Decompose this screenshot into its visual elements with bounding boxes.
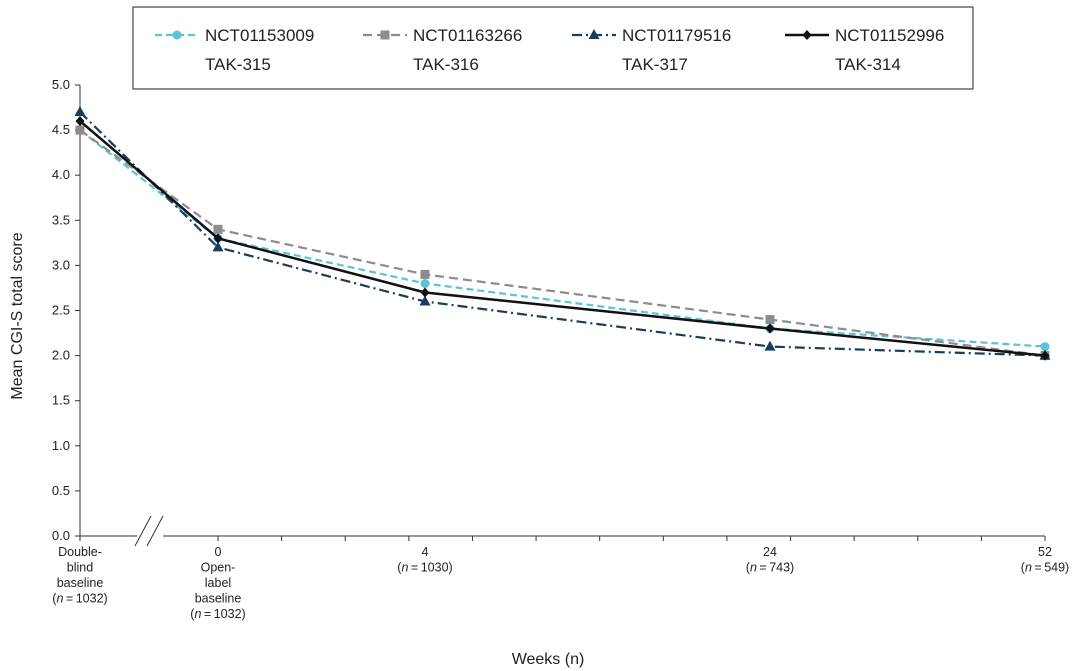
y-tick-label: 1.5	[52, 393, 70, 408]
legend-sublabel: TAK-315	[205, 55, 271, 74]
axis-break-slash	[146, 515, 164, 547]
y-axis-title: Mean CGI-S total score	[9, 232, 26, 399]
legend-point	[172, 30, 182, 40]
series-NCT01163266-point	[765, 315, 775, 325]
series-NCT01179516-point	[212, 241, 224, 252]
series-NCT01153009-point	[1040, 342, 1050, 352]
axes: 0.0 0.5 1.0 1.5 2.0 2.5 3.0 3.5 4.0 4.5 5.0 Double-…	[52, 77, 1069, 621]
y-tick-label: 2.0	[52, 348, 70, 363]
series-line-NCT01153009	[79, 129, 1046, 348]
legend-entry-NCT01179516: NCT01179516 TAK-317	[572, 26, 731, 74]
legend-point	[802, 30, 812, 40]
series-line-NCT01163266	[79, 129, 1046, 357]
legend-entry-NCT01152996: NCT01152996 TAK-314	[785, 26, 944, 74]
series-NCT01179516	[74, 106, 1051, 360]
x-category-label: 52 (n = 549)	[1021, 545, 1069, 575]
legend-point	[588, 29, 600, 39]
x-category-label: 0 Open-label baseline (n = 1032)	[190, 545, 245, 621]
series-NCT01152996-point	[75, 116, 85, 127]
series-NCT01153009-point	[420, 278, 430, 288]
y-tick-label: 0.5	[52, 483, 70, 498]
series-NCT01152996-point	[420, 287, 430, 298]
legend-entry-NCT01153009: NCT01153009 TAK-315	[155, 26, 314, 74]
series-NCT01179516-point	[74, 106, 86, 117]
legend-entry-NCT01163266: NCT01163266 TAK-316	[363, 26, 522, 74]
legend-label: NCT01179516	[622, 26, 731, 45]
x-category-label: 4 (n = 1030)	[397, 545, 452, 575]
x-category-label: Double-blind baseline (n = 1032)	[52, 545, 107, 606]
y-tick-label: 1.0	[52, 438, 70, 453]
series-layer	[74, 106, 1051, 361]
series-NCT01179516-point	[419, 295, 431, 306]
legend: NCT01153009TAK-315NCT01163266TAK-316NCT0…	[132, 6, 974, 90]
series-NCT01163266-point	[213, 224, 223, 234]
x-category-label: 24 (n = 743)	[746, 545, 794, 575]
legend-label: NCT01153009	[205, 26, 314, 45]
legend-box	[132, 6, 974, 90]
series-NCT01163266	[75, 125, 1050, 361]
y-tick-label: 5.0	[52, 77, 70, 92]
axis-break-gap	[137, 532, 163, 540]
y-tick-label: 3.0	[52, 257, 70, 272]
legend-sublabel: TAK-316	[413, 55, 479, 74]
series-NCT01179516-point	[764, 340, 776, 351]
x-axis-title: Weeks (n)	[512, 651, 585, 668]
legend-sublabel: TAK-314	[835, 55, 901, 74]
series-NCT01163266-point	[75, 125, 85, 135]
y-tick-label: 3.5	[52, 212, 70, 227]
series-NCT01152996-point	[765, 323, 775, 334]
series-NCT01152996-point	[213, 233, 223, 244]
legend-sublabel: TAK-317	[622, 55, 688, 74]
series-NCT01152996	[75, 116, 1050, 361]
series-NCT01163266-point	[420, 269, 430, 279]
y-tick-label: 2.5	[52, 303, 70, 318]
series-NCT01152996-point	[1040, 350, 1050, 361]
legend-point	[380, 30, 390, 40]
y-tick-label: 0.0	[52, 528, 70, 543]
legend-label: NCT01163266	[413, 26, 522, 45]
y-tick-label: 4.5	[52, 122, 70, 137]
legend-label: NCT01152996	[835, 26, 944, 45]
y-tick-label: 4.0	[52, 167, 70, 182]
axis-break-slash	[134, 515, 152, 547]
series-line-NCT01179516	[79, 111, 1046, 357]
